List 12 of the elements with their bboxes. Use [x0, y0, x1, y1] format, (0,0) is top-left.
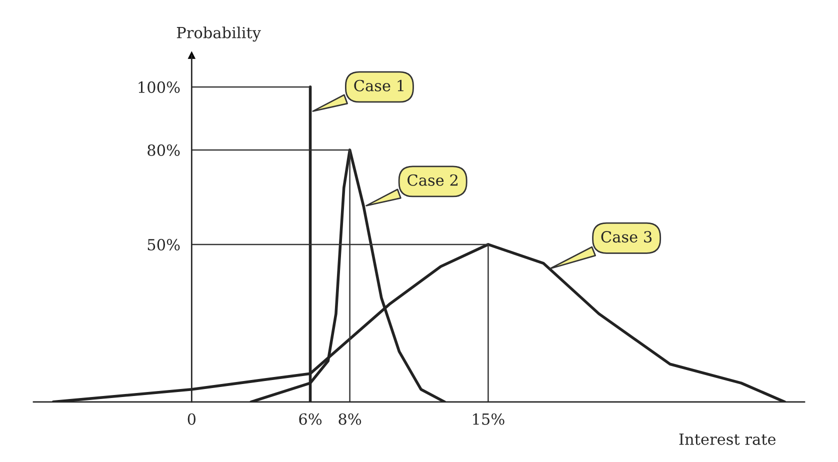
x-tick-label: 6%: [299, 413, 322, 425]
x-tick-label: 0: [188, 413, 196, 425]
x-tick-label: 8%: [338, 413, 362, 425]
x-tick-label: 15%: [473, 413, 504, 425]
annotation: Case 2: [408, 174, 458, 186]
annotation: Case 1: [354, 80, 404, 92]
x-axis-title: Interest rate: [679, 434, 776, 445]
y-axis-title: Probability: [176, 26, 261, 42]
y-tick-label: 100%: [138, 81, 180, 93]
annotation: Case 3: [601, 231, 652, 243]
y-tick-label: 80%: [148, 144, 180, 156]
y-tick-label: 50%: [148, 238, 180, 250]
